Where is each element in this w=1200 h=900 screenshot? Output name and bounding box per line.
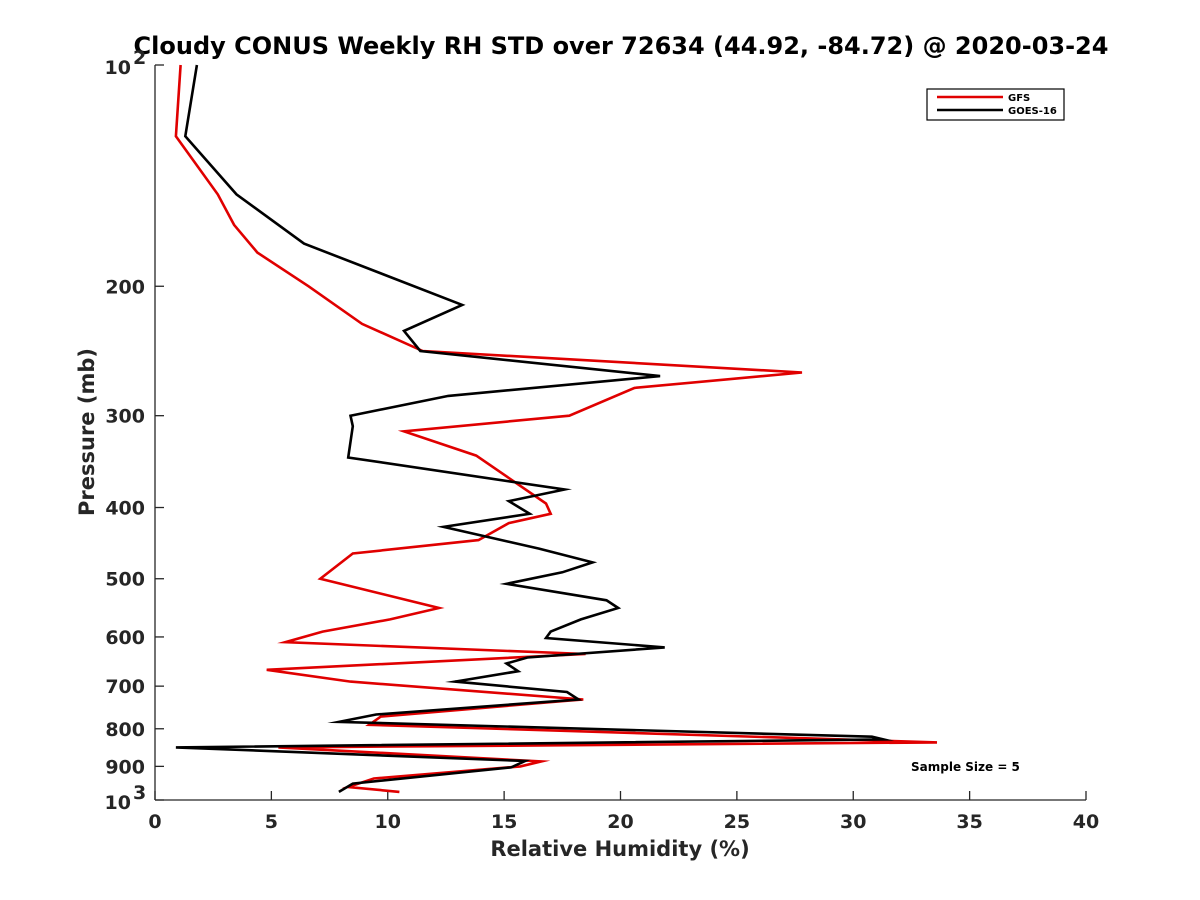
chart-title: Cloudy CONUS Weekly RH STD over 72634 (4… xyxy=(134,32,1109,60)
x-tick-label: 40 xyxy=(1073,811,1099,833)
series-line-goes16 xyxy=(175,64,895,794)
x-tick-label: 15 xyxy=(491,811,517,833)
y-tick-label-exponent: 3 xyxy=(133,782,146,804)
x-tick-label: 5 xyxy=(265,811,278,833)
y-tick-label: 300 xyxy=(105,406,145,428)
axis-ticks xyxy=(154,64,1087,801)
series-layer xyxy=(174,64,938,794)
legend-label-goes16: GOES-16 xyxy=(1008,106,1057,117)
x-tick-label: 30 xyxy=(840,811,866,833)
y-tick-label: 700 xyxy=(105,676,145,698)
legend-label-gfs: GFS xyxy=(1008,93,1030,104)
sample-size-annotation: Sample Size = 5 xyxy=(911,760,1020,774)
x-tick-label: 10 xyxy=(375,811,401,833)
legend: GFS GOES-16 xyxy=(926,88,1065,121)
y-tick-label-power: 10 3 xyxy=(105,782,147,814)
x-axis-label: Relative Humidity (%) xyxy=(490,837,749,861)
series-line-gfs xyxy=(174,64,938,794)
x-tick-label: 20 xyxy=(607,811,633,833)
x-tick-label: 25 xyxy=(724,811,750,833)
y-tick-label: 600 xyxy=(105,627,145,649)
y-tick-label-base: 10 xyxy=(105,792,131,814)
x-tick-labels: 0 5 10 15 20 25 30 35 40 xyxy=(148,811,1099,833)
y-tick-label: 900 xyxy=(105,756,145,778)
y-axis-label: Pressure (mb) xyxy=(75,348,99,516)
y-tick-label: 500 xyxy=(105,569,145,591)
x-tick-label: 35 xyxy=(956,811,982,833)
y-tick-label: 400 xyxy=(105,498,145,520)
y-tick-label-base: 10 xyxy=(105,57,131,79)
legend-box xyxy=(926,88,1065,121)
y-tick-label-exponent: 2 xyxy=(133,47,146,69)
y-tick-label-power: 10 2 xyxy=(105,47,147,79)
y-tick-label: 200 xyxy=(105,276,145,298)
x-tick-label: 0 xyxy=(148,811,161,833)
y-tick-label: 800 xyxy=(105,719,145,741)
